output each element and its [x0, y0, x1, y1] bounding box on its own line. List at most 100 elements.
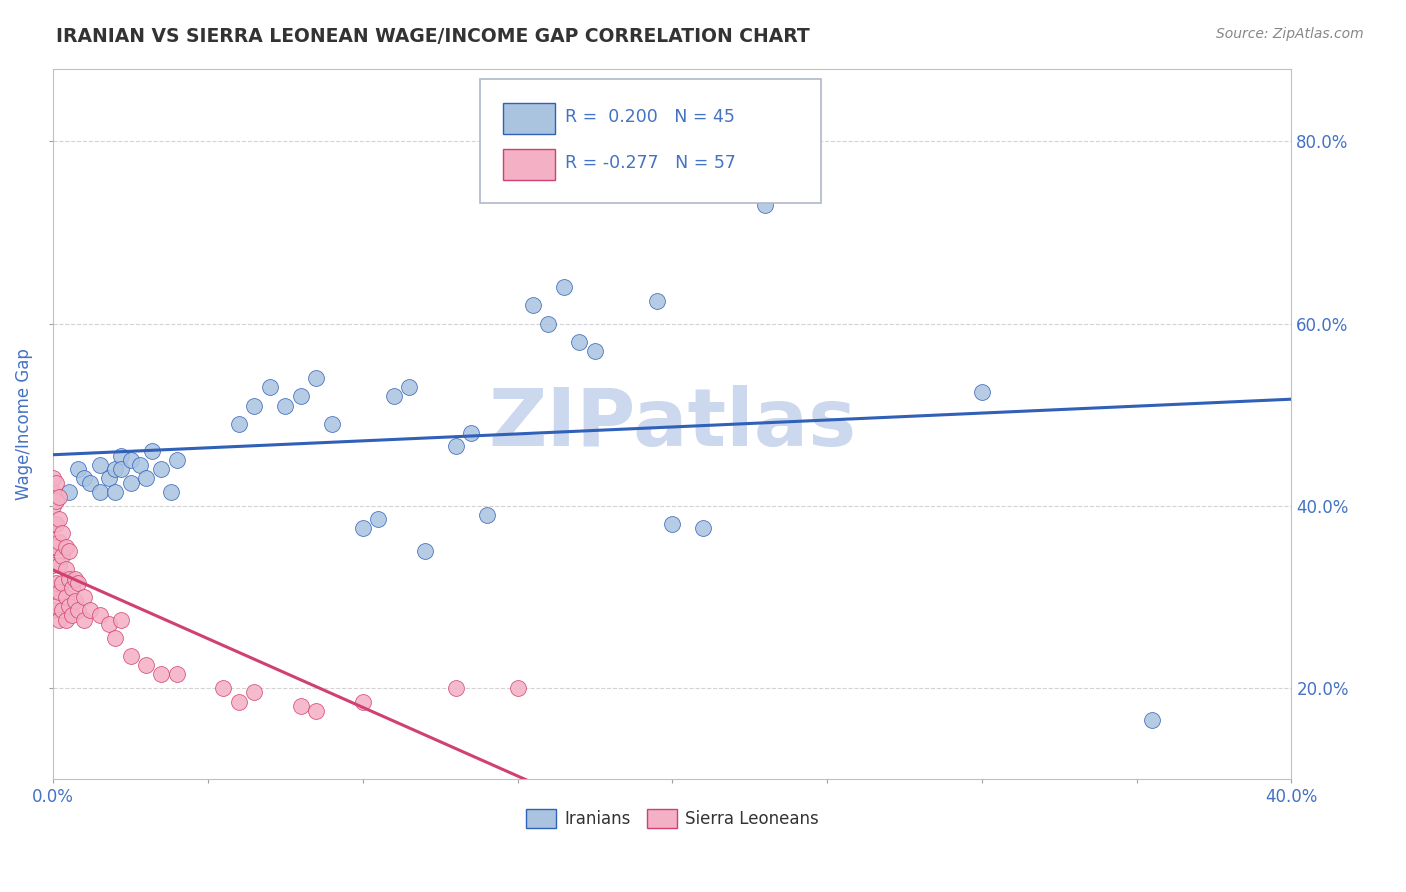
- Point: [290, 389, 312, 403]
- Point: [228, 417, 250, 431]
- Point: [506, 681, 529, 695]
- Point: [73, 613, 96, 627]
- Point: [51, 526, 73, 541]
- Point: [104, 462, 127, 476]
- Point: [45, 516, 67, 531]
- Point: [89, 458, 111, 472]
- Point: [48, 535, 70, 549]
- Point: [104, 631, 127, 645]
- Point: [568, 334, 591, 349]
- Point: [42, 540, 65, 554]
- Point: [661, 516, 683, 531]
- Text: IRANIAN VS SIERRA LEONEAN WAGE/INCOME GAP CORRELATION CHART: IRANIAN VS SIERRA LEONEAN WAGE/INCOME GA…: [56, 27, 810, 45]
- Point: [321, 417, 343, 431]
- Point: [460, 425, 482, 440]
- Point: [754, 198, 776, 212]
- Point: [51, 576, 73, 591]
- Point: [352, 521, 374, 535]
- Point: [110, 449, 132, 463]
- Point: [51, 549, 73, 563]
- Point: [398, 380, 420, 394]
- Point: [79, 603, 101, 617]
- Point: [553, 280, 575, 294]
- Point: [97, 471, 120, 485]
- Point: [1140, 713, 1163, 727]
- Point: [66, 462, 89, 476]
- Point: [66, 603, 89, 617]
- Point: [58, 544, 80, 558]
- Point: [104, 485, 127, 500]
- Point: [60, 607, 83, 622]
- Point: [48, 558, 70, 572]
- Point: [166, 453, 188, 467]
- FancyBboxPatch shape: [503, 103, 554, 134]
- Point: [228, 694, 250, 708]
- Point: [42, 485, 65, 500]
- Point: [150, 667, 173, 681]
- Point: [42, 558, 65, 572]
- Point: [48, 512, 70, 526]
- Point: [89, 485, 111, 500]
- Point: [73, 471, 96, 485]
- Point: [45, 475, 67, 490]
- Point: [274, 399, 297, 413]
- Legend: Iranians, Sierra Leoneans: Iranians, Sierra Leoneans: [519, 802, 825, 835]
- Point: [583, 343, 606, 358]
- Point: [48, 585, 70, 599]
- Point: [58, 599, 80, 613]
- Text: Source: ZipAtlas.com: Source: ZipAtlas.com: [1216, 27, 1364, 41]
- Point: [305, 371, 328, 385]
- Point: [63, 572, 86, 586]
- Point: [55, 590, 77, 604]
- Point: [475, 508, 498, 522]
- Point: [45, 540, 67, 554]
- Point: [135, 658, 157, 673]
- Point: [367, 512, 389, 526]
- Point: [166, 667, 188, 681]
- Point: [382, 389, 405, 403]
- Point: [73, 590, 96, 604]
- Point: [58, 572, 80, 586]
- Point: [89, 607, 111, 622]
- Point: [48, 613, 70, 627]
- Point: [970, 384, 993, 399]
- Point: [444, 440, 467, 454]
- Point: [522, 298, 544, 312]
- Point: [243, 685, 266, 699]
- Point: [135, 471, 157, 485]
- Point: [42, 499, 65, 513]
- Point: [352, 694, 374, 708]
- Point: [128, 458, 150, 472]
- Point: [45, 599, 67, 613]
- Point: [45, 494, 67, 508]
- Y-axis label: Wage/Income Gap: Wage/Income Gap: [15, 348, 32, 500]
- FancyBboxPatch shape: [503, 149, 554, 180]
- Point: [120, 648, 142, 663]
- Point: [259, 380, 281, 394]
- Point: [97, 617, 120, 632]
- Point: [55, 540, 77, 554]
- Point: [290, 699, 312, 714]
- Point: [58, 485, 80, 500]
- Point: [159, 485, 181, 500]
- Point: [120, 453, 142, 467]
- Point: [55, 562, 77, 576]
- Point: [60, 581, 83, 595]
- Text: R =  0.200   N = 45: R = 0.200 N = 45: [565, 108, 734, 126]
- Point: [66, 576, 89, 591]
- Point: [42, 581, 65, 595]
- Point: [45, 576, 67, 591]
- Point: [243, 399, 266, 413]
- Point: [120, 475, 142, 490]
- Point: [42, 471, 65, 485]
- FancyBboxPatch shape: [481, 79, 821, 203]
- Point: [48, 490, 70, 504]
- Point: [212, 681, 235, 695]
- Point: [645, 293, 668, 308]
- Text: ZIPatlas: ZIPatlas: [488, 384, 856, 463]
- Point: [42, 516, 65, 531]
- Point: [692, 521, 714, 535]
- Point: [150, 462, 173, 476]
- Point: [42, 603, 65, 617]
- Point: [413, 544, 436, 558]
